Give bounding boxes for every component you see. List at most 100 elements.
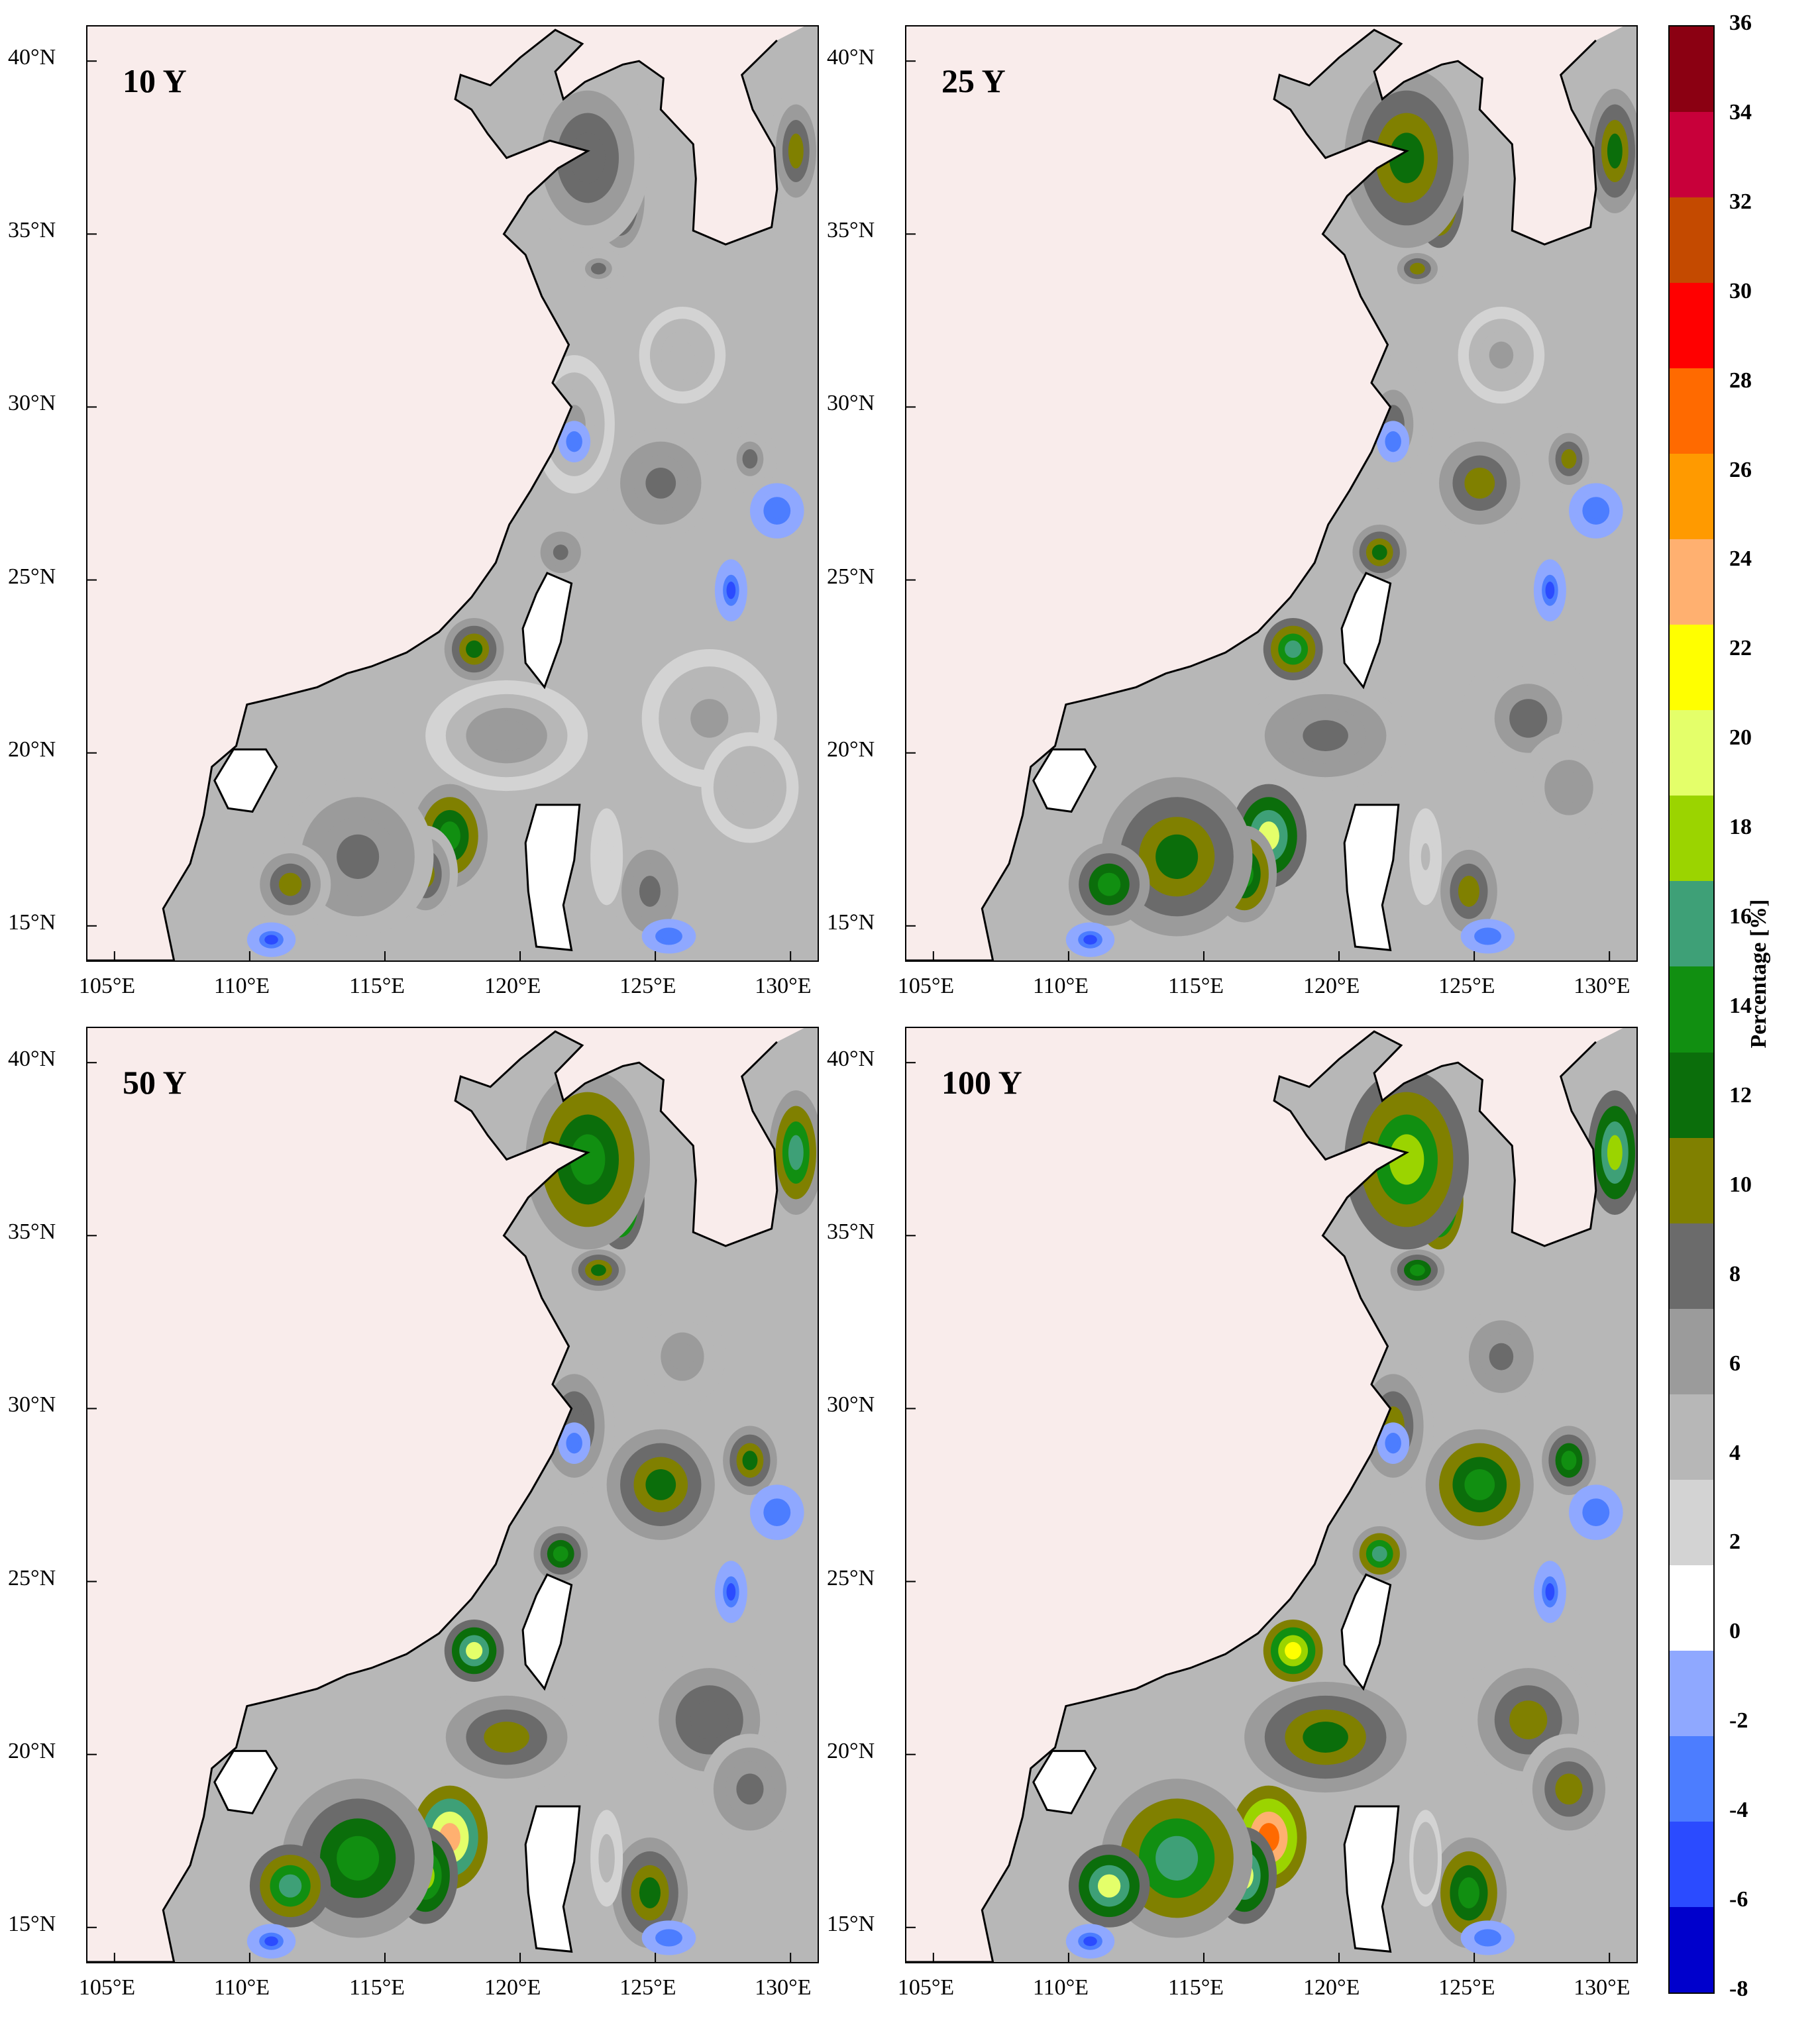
lon-label: 110°E [213,974,270,998]
colorbar-tick-label: -6 [1729,1887,1748,1912]
colorbar-tick-label: 2 [1729,1529,1740,1555]
contour-blob [1607,1135,1623,1170]
panel-title: 50 Y [123,1064,187,1101]
contour-blob [1371,1546,1387,1562]
contour-blob [1303,720,1348,751]
contour-blob [1509,699,1548,738]
colorbar-tick-label: 20 [1729,725,1752,750]
lon-label: 105°E [78,1975,136,2000]
colorbar-segment [1670,966,1713,1053]
colorbar-segment [1670,368,1713,454]
colorbar-tick-label: 22 [1729,636,1752,661]
taiwan-island [521,1573,573,1691]
lat-label: 25°N [8,1565,56,1590]
contour-blob [1371,544,1387,560]
lon-label: 130°E [755,1975,812,2000]
colorbar-tick-label: -8 [1729,1977,1748,2001]
lon-label: 125°E [1438,1975,1495,2000]
contour-blob [1489,341,1514,369]
map-panel-3 [905,1027,1638,1963]
colorbar-segment [1670,1052,1713,1139]
colorbar-tick-label: 34 [1729,99,1752,125]
map-panel-2 [86,1027,819,1963]
contour-blob [1458,1877,1479,1908]
hainan-island [213,748,278,813]
luzon-island [1343,1805,1400,1953]
colorbar-tick-label: 8 [1729,1261,1740,1286]
contour-blob [602,843,612,870]
contour-blob [466,1641,483,1660]
contour-blob [661,931,676,941]
colorbar-segment [1670,1394,1713,1480]
lat-label: 35°N [8,1219,56,1245]
coastline [87,1030,778,1962]
contour-blob [1555,772,1583,803]
colorbar-segment [1670,710,1713,796]
colorbar-tick-label: 26 [1729,457,1752,482]
contour-blob [570,1134,606,1185]
contour-blob [769,1504,785,1520]
panel-title: 100 Y [941,1064,1022,1101]
coastline [87,28,778,960]
lat-label: 20°N [8,737,56,762]
colorbar-segment [1670,1223,1713,1310]
contour-blob [1420,843,1430,870]
lon-label: 110°E [213,1975,270,2000]
colorbar-segment [1670,1308,1713,1395]
colorbar-tick-label: 6 [1729,1351,1740,1376]
contour-blob [1588,1504,1604,1520]
colorbar-tick-label: 36 [1729,11,1752,35]
colorbar-tick-label: 30 [1729,278,1752,303]
colorbar-tick-label: 12 [1729,1082,1752,1108]
lon-label: 105°E [78,974,136,998]
lon-label: 115°E [348,1975,405,2000]
contour-blob [1464,467,1495,499]
contour-blob [670,341,695,369]
contour-blob [1388,435,1398,448]
lat-label: 30°N [827,391,875,416]
colorbar-segment [1670,197,1713,284]
lon-label: 125°E [619,1975,676,2000]
contour-blob [1458,876,1479,907]
luzon-island [1343,803,1400,951]
lat-label: 15°N [827,1911,875,1936]
lon-label: 115°E [1167,1975,1224,2000]
contour-blob [1389,1134,1424,1185]
lat-label: 25°N [827,564,875,589]
contour-blob [569,1437,579,1449]
contour-blob [553,1546,568,1562]
contour-blob [1097,1874,1121,1898]
contour-blob [788,1135,804,1170]
contour-blob [278,1874,302,1898]
contour-blob [264,935,278,945]
hainan-island [213,1749,278,1815]
map-svg [906,26,1636,960]
lon-label: 120°E [484,1975,541,2000]
colorbar-segment [1670,539,1713,625]
contour-blob [1545,582,1555,599]
contour-blob [590,1264,606,1276]
contour-blob [278,872,302,896]
lat-label: 15°N [827,909,875,935]
lon-label: 130°E [755,974,812,998]
contour-blob [1285,640,1302,658]
contour-blob [1389,132,1424,183]
contour-blob [769,503,785,519]
contour-blob [1083,935,1097,945]
lat-label: 15°N [8,909,56,935]
lat-label: 25°N [8,564,56,589]
taiwan-island [1340,1573,1392,1691]
colorbar [1668,25,1715,1994]
contour-blob [569,435,579,448]
lat-label: 40°N [827,1047,875,1072]
colorbar-segment [1670,1137,1713,1224]
colorbar-segment [1670,454,1713,540]
contour-blob [639,876,661,907]
colorbar-segment [1670,1821,1713,1908]
colorbar-tick-label: 10 [1729,1172,1752,1197]
lon-label: 105°E [897,974,955,998]
contour-blob [337,1836,380,1881]
lat-label: 15°N [8,1911,56,1936]
contour-blob [1561,449,1577,469]
contour-blob [670,1343,695,1371]
